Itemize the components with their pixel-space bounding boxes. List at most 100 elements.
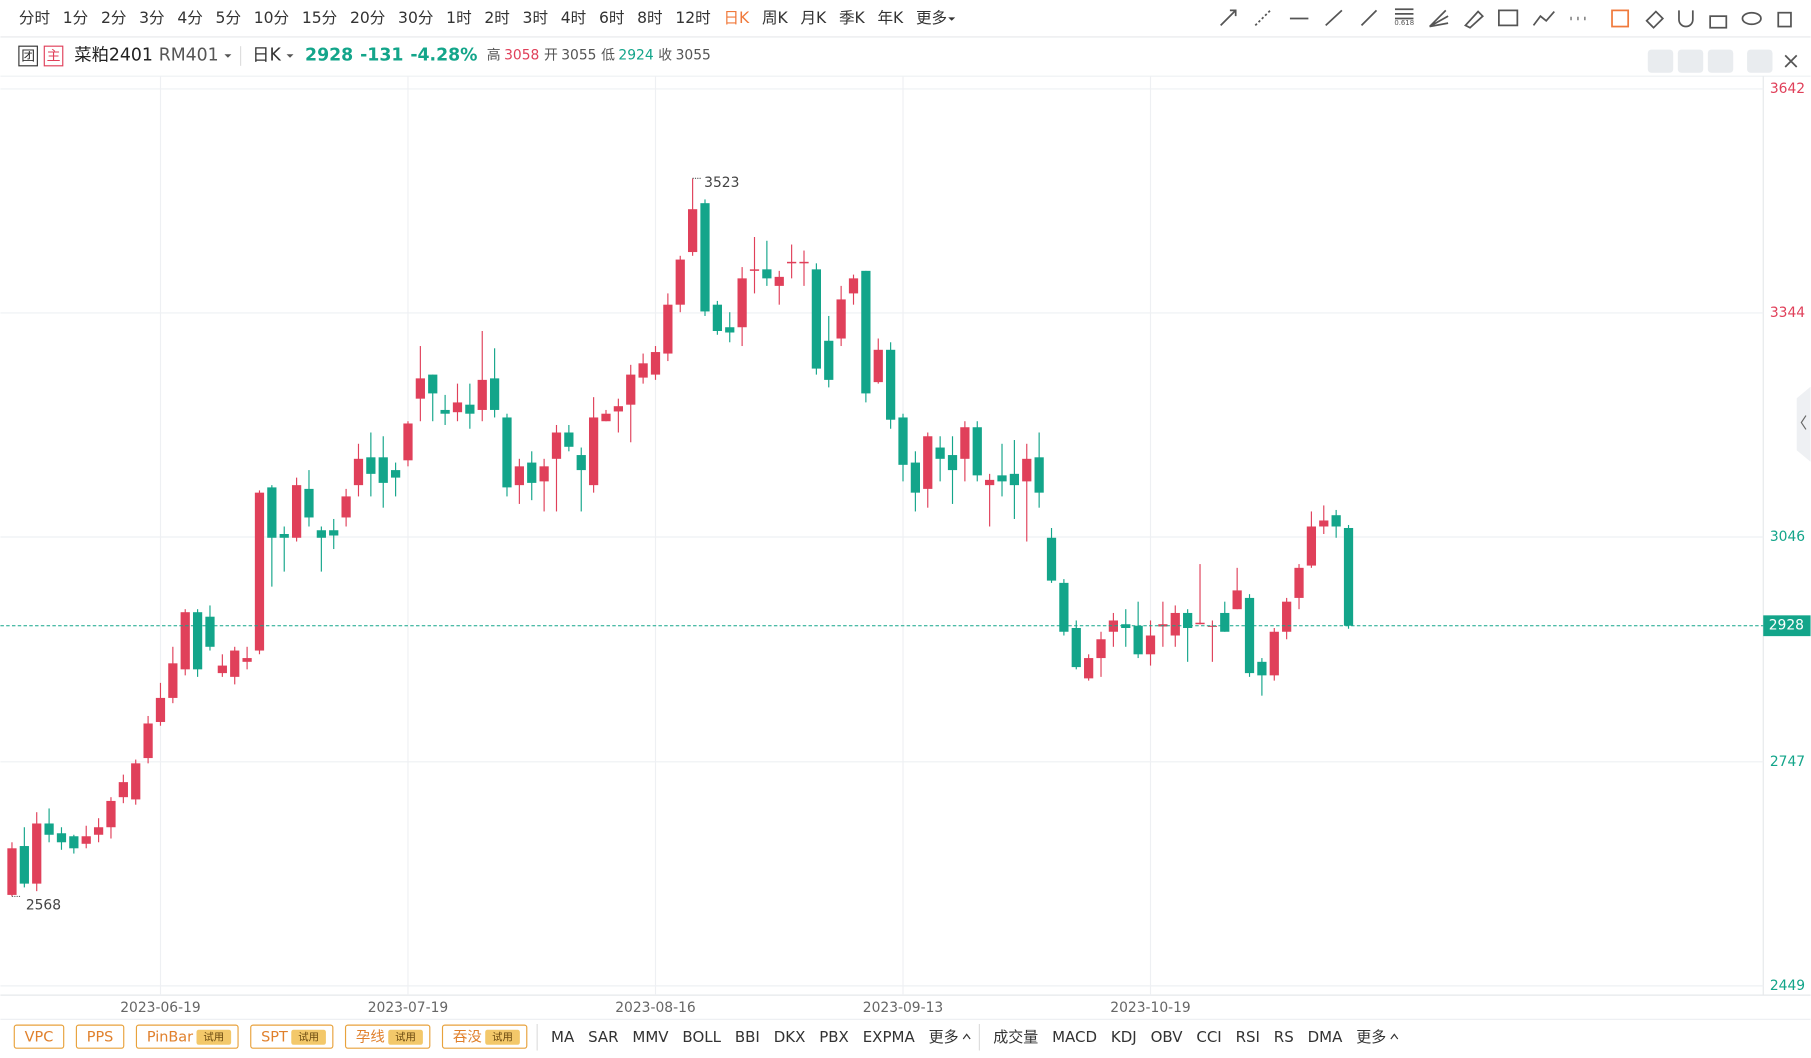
period-tab[interactable]: 分时 (19, 9, 50, 27)
candle-body (613, 406, 623, 412)
control-indicator[interactable] (1647, 49, 1674, 73)
indicator[interactable]: PBX (819, 1028, 849, 1046)
candle-body (848, 278, 859, 294)
tool-pen[interactable] (1463, 10, 1484, 29)
period-tab[interactable]: 年K (877, 9, 904, 27)
period-tab[interactable]: 4分 (177, 9, 203, 27)
badge-box (43, 45, 64, 67)
candle-body (192, 612, 203, 670)
period-tab[interactable]: 1分 (63, 9, 89, 27)
stat-label: 开 (544, 47, 558, 63)
badge-box (18, 45, 38, 67)
side-tab[interactable] (1796, 386, 1811, 462)
candle-body (502, 417, 512, 488)
contract-code: RM401 (159, 45, 219, 65)
period-tab[interactable]: 30分 (398, 9, 433, 27)
period-tab[interactable]: 5分 (216, 9, 242, 27)
tool-wave[interactable] (1532, 10, 1555, 26)
header-controls[interactable] (1647, 49, 1773, 73)
indicator[interactable]: DMA (1308, 1028, 1343, 1046)
candle-body (576, 455, 586, 471)
indicator[interactable]: 更多 (929, 1028, 959, 1046)
period-tab[interactable]: 12时 (675, 9, 710, 27)
indicator[interactable]: EXPMA (863, 1028, 916, 1046)
candle-body (217, 665, 227, 674)
trial-badge: 试用 (203, 1030, 224, 1043)
period-tab[interactable]: 15分 (302, 9, 337, 27)
indicator[interactable]: SAR (588, 1028, 618, 1046)
fib-label: 0.618 (1394, 19, 1414, 27)
period-tab[interactable]: 20分 (350, 9, 385, 27)
pattern-button[interactable]: SPT 试用 (250, 1024, 334, 1049)
candle-body (131, 763, 141, 800)
control-compare[interactable] (1707, 49, 1734, 73)
candle-body (799, 261, 809, 264)
indicator[interactable]: RS (1274, 1028, 1294, 1046)
indicator[interactable]: MMV (632, 1028, 669, 1046)
period-tab[interactable]: 10分 (254, 9, 289, 27)
candle-body (675, 259, 685, 305)
period-tab[interactable]: 月K (800, 9, 827, 27)
period-tab[interactable]: 3时 (523, 9, 549, 27)
tool-line[interactable] (1360, 9, 1378, 27)
indicator[interactable]: RSI (1236, 1028, 1260, 1046)
candle-body (353, 458, 364, 486)
tool-edit[interactable] (1611, 9, 1630, 28)
indicator[interactable]: 成交量 (993, 1028, 1038, 1046)
candle-body (1071, 627, 1081, 668)
period: 日K (252, 45, 281, 65)
last-price-label: 2928 (1769, 618, 1804, 634)
tool-eye[interactable] (1741, 11, 1762, 26)
period-tab[interactable]: 6时 (599, 9, 625, 27)
control-draw[interactable] (1677, 49, 1704, 73)
tool-ray[interactable] (1220, 9, 1237, 27)
tool-dashed[interactable] (1254, 8, 1273, 27)
candle-body (923, 436, 933, 489)
close-button[interactable] (1784, 54, 1798, 68)
tool-lock[interactable] (1709, 15, 1728, 29)
indicator[interactable]: CCI (1196, 1028, 1221, 1046)
tool-image[interactable] (1498, 9, 1519, 27)
period-tab[interactable]: 季K (839, 9, 866, 27)
caret-up (962, 1033, 971, 1040)
stat-label: 低 (601, 47, 615, 63)
min-label: 2568 (26, 898, 61, 914)
pattern-button[interactable]: VPC (13, 1024, 65, 1049)
pattern-button[interactable]: PPS (75, 1024, 125, 1049)
tool-fib[interactable] (1394, 8, 1414, 20)
trial-badge: 试用 (298, 1030, 319, 1043)
period-tab[interactable]: 2分 (101, 9, 127, 27)
period-tab[interactable]: 4时 (561, 9, 587, 27)
pattern-button[interactable]: PinBar 试用 (135, 1024, 239, 1049)
period-tab[interactable]: 1时 (446, 9, 472, 27)
period-tab[interactable]: 3分 (139, 9, 164, 27)
tool-segment[interactable] (1325, 9, 1343, 27)
tool-eraser[interactable] (1645, 10, 1665, 29)
indicator[interactable]: MA (551, 1028, 575, 1046)
period-tab[interactable]: 8时 (637, 9, 662, 27)
period-tab[interactable]: 日K (723, 9, 750, 27)
indicator[interactable]: BBI (735, 1028, 760, 1046)
period-tab[interactable]: 2时 (484, 9, 510, 27)
indicator[interactable]: BOLL (682, 1028, 721, 1046)
indicator[interactable]: OBV (1151, 1028, 1184, 1046)
candle-body (205, 616, 215, 647)
pattern-button[interactable]: 吞没 试用 (441, 1024, 528, 1049)
candle-body (1306, 526, 1317, 566)
candle-body (390, 470, 401, 478)
indicator[interactable]: 更多 (1356, 1028, 1386, 1046)
tool-fan[interactable] (1429, 9, 1449, 28)
pattern-button[interactable]: 孕线 试用 (344, 1024, 431, 1049)
candle-body (688, 209, 698, 253)
control-fullscreen[interactable] (1747, 49, 1773, 73)
period-tab[interactable]: 周K (762, 9, 789, 27)
drawing-tools[interactable] (1220, 8, 1792, 29)
period-tab[interactable]: 更多 (916, 9, 947, 27)
candle-body (910, 462, 920, 493)
tool-trash[interactable] (1777, 11, 1792, 28)
tool-magnet[interactable] (1678, 10, 1694, 28)
indicator[interactable]: MACD (1052, 1028, 1097, 1046)
indicator[interactable]: DKX (774, 1028, 806, 1046)
indicator[interactable]: KDJ (1111, 1028, 1137, 1046)
